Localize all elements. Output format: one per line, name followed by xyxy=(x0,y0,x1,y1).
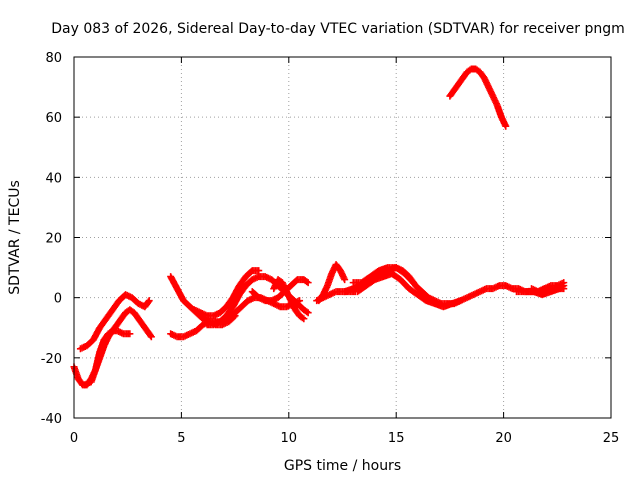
data-point xyxy=(147,333,155,341)
y-tick-label: 80 xyxy=(45,51,62,66)
data-point xyxy=(144,298,152,306)
data-series xyxy=(81,327,134,389)
data-series xyxy=(349,264,417,287)
y-axis-title: SDTVAR / TECUs xyxy=(7,180,23,295)
data-point xyxy=(126,330,134,338)
x-tick-label: 15 xyxy=(388,431,405,446)
data-series xyxy=(270,276,308,323)
data-point xyxy=(146,332,154,340)
data-point xyxy=(304,309,312,317)
data-point xyxy=(502,122,510,130)
x-tick-label: 10 xyxy=(281,431,298,446)
data-point xyxy=(145,297,153,305)
data-point xyxy=(231,312,239,320)
data-point xyxy=(300,315,308,323)
x-tick-label: 0 xyxy=(70,431,78,446)
data-point xyxy=(230,313,238,321)
data-series xyxy=(76,291,153,353)
data-series xyxy=(190,267,263,320)
y-tick-label: 40 xyxy=(45,171,62,186)
data-series xyxy=(446,65,510,130)
data-point xyxy=(304,279,312,287)
data-series xyxy=(354,270,465,311)
data-point xyxy=(341,276,349,284)
y-tick-label: 0 xyxy=(54,292,62,307)
data-point xyxy=(408,277,416,285)
y-tick-label: 20 xyxy=(45,232,62,247)
x-axis-title: GPS time / hours xyxy=(284,458,401,474)
data-series xyxy=(528,279,568,296)
chart-title: Day 083 of 2026, Sidereal Day-to-day VTE… xyxy=(51,21,625,37)
data-point xyxy=(560,279,568,287)
data-series xyxy=(512,282,568,299)
data-layer xyxy=(70,65,568,389)
y-tick-label: -40 xyxy=(41,412,62,427)
tick-label-layer: 0 5 10 15 20 25 -40 -20 0 20 40 60 80 xyxy=(41,51,620,446)
y-tick-label: -20 xyxy=(41,352,62,367)
data-point xyxy=(457,297,465,305)
y-tick-label: 60 xyxy=(45,111,62,126)
data-point xyxy=(255,267,263,275)
data-point xyxy=(303,308,311,316)
data-point xyxy=(303,278,311,286)
data-point xyxy=(298,314,306,322)
x-tick-label: 25 xyxy=(603,431,620,446)
x-tick-label: 5 xyxy=(177,431,185,446)
x-tick-label: 20 xyxy=(495,431,512,446)
tick-layer xyxy=(73,56,612,419)
data-point xyxy=(409,279,417,287)
